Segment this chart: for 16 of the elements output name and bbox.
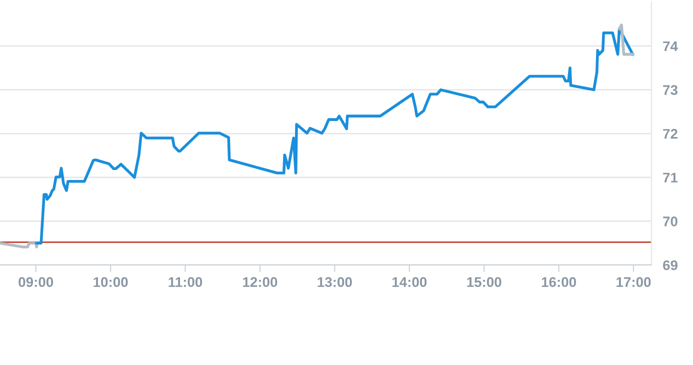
- x-tick-label: 11:00: [168, 277, 202, 287]
- line-series: [35, 28, 634, 244]
- x-tick-label: 16:00: [542, 277, 576, 287]
- x-tick-label: 15:00: [467, 277, 502, 287]
- x-tick-label: 13:00: [318, 277, 352, 288]
- y-tick-label: 74: [663, 41, 678, 52]
- y-tick-label: 70: [663, 216, 678, 226]
- x-tick-label: 09:00: [18, 277, 54, 287]
- y-tick-label: 71: [663, 172, 678, 182]
- x-tick-label: 14:00: [392, 277, 427, 287]
- y-tick-label: 72: [663, 128, 678, 139]
- x-tick-label: 12:00: [243, 277, 278, 287]
- y-tick-label: 69: [663, 260, 678, 270]
- y-tick-label: 73: [663, 85, 678, 95]
- x-tick-label: 10:00: [94, 277, 128, 287]
- x-tick-label: 17:00: [616, 277, 651, 287]
